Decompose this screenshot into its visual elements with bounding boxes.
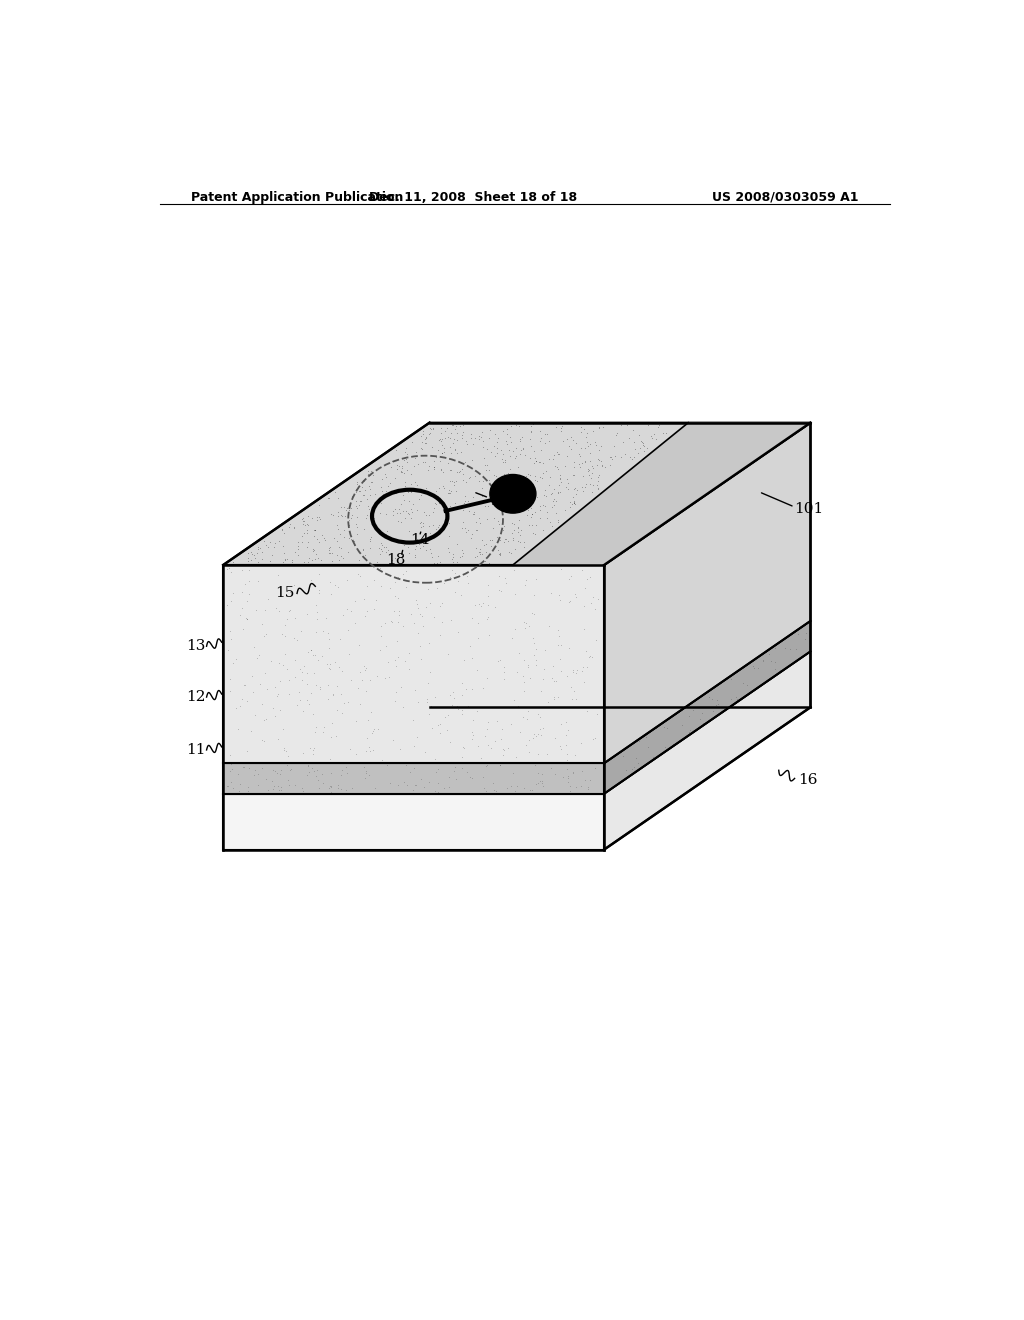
Polygon shape — [223, 763, 604, 793]
Text: 15: 15 — [274, 586, 294, 601]
Text: 13: 13 — [186, 639, 205, 653]
Polygon shape — [223, 793, 604, 850]
Text: 101: 101 — [795, 502, 824, 516]
Text: 18: 18 — [386, 553, 406, 566]
Polygon shape — [604, 422, 811, 763]
Text: 12: 12 — [186, 690, 206, 704]
Polygon shape — [604, 651, 811, 850]
Polygon shape — [223, 565, 604, 763]
Text: 11: 11 — [186, 743, 206, 756]
Text: 16: 16 — [799, 774, 818, 788]
Text: 14: 14 — [410, 532, 429, 546]
Polygon shape — [513, 422, 811, 565]
Text: Dec. 11, 2008  Sheet 18 of 18: Dec. 11, 2008 Sheet 18 of 18 — [370, 191, 578, 203]
Text: US 2008/0303059 A1: US 2008/0303059 A1 — [712, 191, 858, 203]
Text: 17: 17 — [489, 494, 509, 508]
Polygon shape — [604, 620, 811, 793]
Text: FIG. 18: FIG. 18 — [422, 469, 524, 492]
Polygon shape — [223, 422, 811, 565]
Ellipse shape — [489, 474, 536, 513]
Text: Patent Application Publication: Patent Application Publication — [191, 191, 403, 203]
